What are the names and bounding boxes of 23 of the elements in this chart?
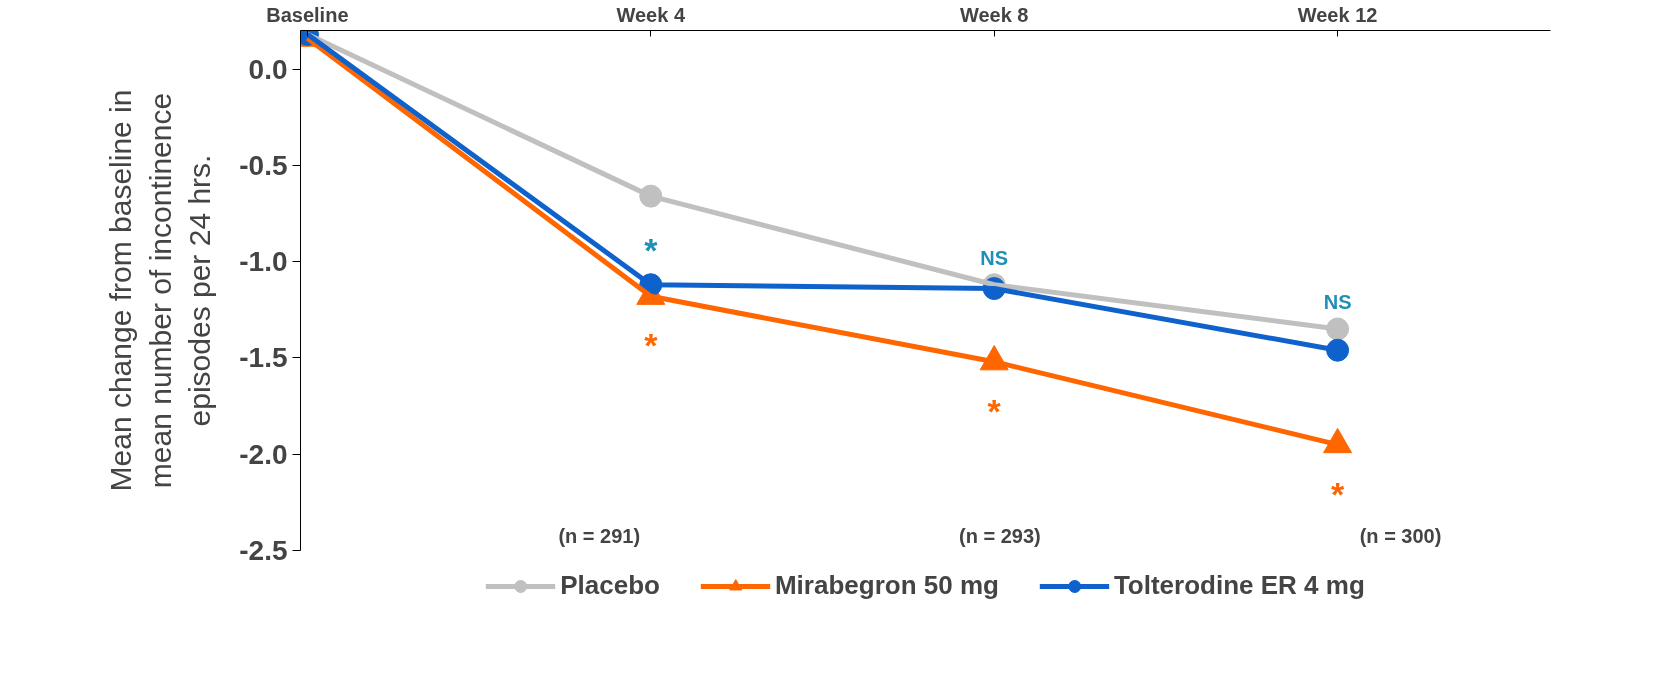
legend-label: Mirabegron 50 mg: [774, 570, 999, 601]
annotation: *: [1330, 474, 1345, 513]
legend-label: Tolterodine ER 4 mg: [1113, 570, 1365, 601]
annotation: NS: [980, 246, 1009, 269]
annotation: (n = 300): [1359, 524, 1442, 547]
annotation: NS: [1323, 291, 1352, 314]
y-tick-label: -1.5: [239, 342, 288, 374]
y-axis-title: Mean change from baseline in mean number of incontinence episodes per 24 hrs.: [104, 89, 217, 492]
y-tick-label: 0.0: [248, 53, 288, 85]
annotation: *: [987, 391, 1002, 430]
annotation: *: [644, 230, 659, 269]
y-tick-label: -0.5: [239, 149, 288, 181]
legend-label: Placebo: [560, 570, 660, 601]
y-tick-label: -2.0: [239, 438, 288, 470]
x-tick-label: Week 8: [959, 3, 1029, 26]
x-tick-label: Baseline: [266, 3, 349, 26]
annotation: (n = 291): [558, 524, 641, 547]
x-tick-label: Week 4: [616, 3, 686, 26]
x-tick-label: Week 12: [1297, 3, 1378, 26]
y-tick-label: -1.0: [239, 246, 288, 278]
annotation: (n = 293): [959, 524, 1041, 547]
y-tick-label: -2.5: [239, 535, 288, 566]
annotation: *: [644, 326, 659, 365]
